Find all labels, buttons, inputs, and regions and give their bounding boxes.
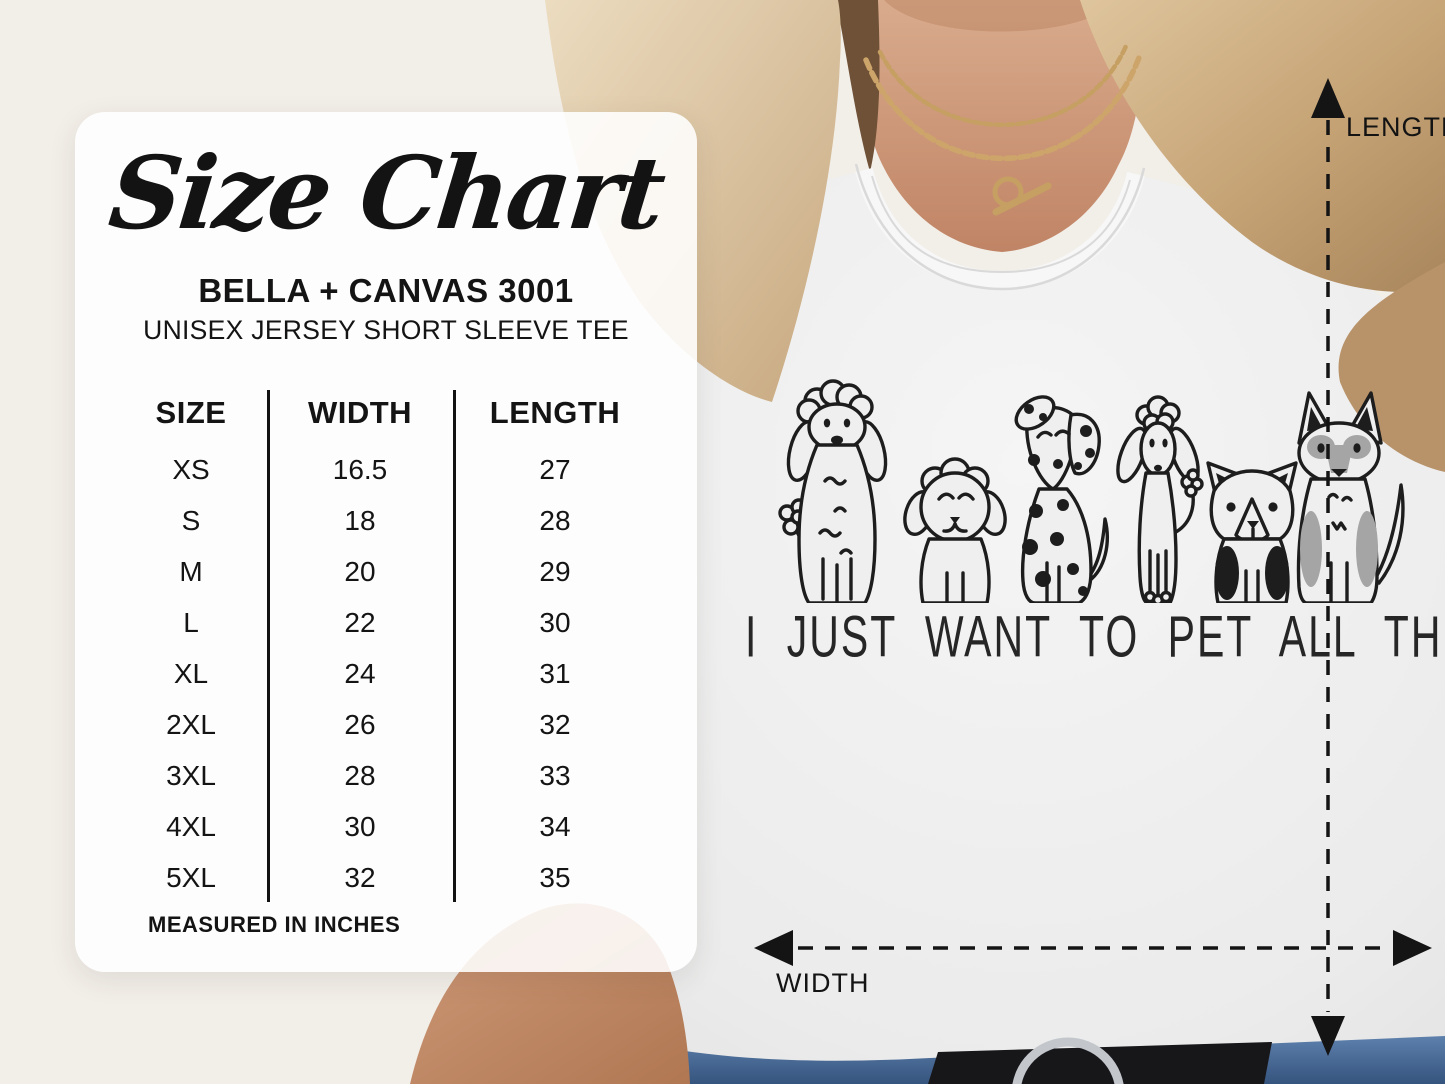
card-brand: BELLA + CANVAS 3001 bbox=[198, 272, 574, 309]
dog-illustration-standard-poodle bbox=[778, 379, 888, 603]
dog-illustration-french-bulldog bbox=[1206, 461, 1298, 603]
length-cell: 30 bbox=[539, 606, 571, 638]
width-cell: 26 bbox=[344, 708, 376, 740]
size-cell: XS bbox=[172, 453, 210, 485]
size-cell: 3XL bbox=[166, 759, 216, 791]
width-cell: 28 bbox=[344, 759, 376, 791]
length-cell: 33 bbox=[539, 759, 571, 791]
width-cell: 22 bbox=[344, 606, 376, 638]
dog-graphic-row bbox=[778, 379, 1405, 603]
collar bbox=[854, 163, 1146, 291]
size-cell: L bbox=[183, 606, 199, 638]
column-header-length: LENGTH bbox=[489, 395, 621, 430]
table-row: 2XL 26 32 bbox=[115, 699, 657, 750]
size-cell: 5XL bbox=[166, 861, 216, 893]
belt-ring bbox=[1012, 1037, 1124, 1084]
column-header-width: WIDTH bbox=[307, 395, 413, 430]
size-table-body: XS 16.5 27 S 18 28 M 20 29 L 22 30 XL 24 31 2XL 26 32 3XL 2… bbox=[115, 444, 657, 903]
necklace bbox=[863, 43, 1143, 216]
length-cell: 29 bbox=[539, 555, 571, 587]
belt bbox=[928, 1042, 1272, 1084]
length-cell: 28 bbox=[539, 504, 571, 536]
card-product-line: UNISEX JERSEY SHORT SLEEVE TEE bbox=[143, 315, 629, 345]
size-table: SIZE WIDTH LENGTH XS 16.5 27 S 18 28 M 20 29 L 22 3… bbox=[115, 382, 657, 903]
table-row: S 18 28 bbox=[115, 495, 657, 546]
table-divider-1 bbox=[267, 390, 270, 902]
card-footnote: MEASURED IN INCHES bbox=[148, 912, 401, 937]
dog-illustration-cattle-dog bbox=[1296, 391, 1405, 603]
hair-shadow-left bbox=[836, 0, 880, 172]
dog-illustration-dalmatian bbox=[1014, 395, 1109, 603]
necklace-pendant-bar bbox=[992, 182, 1052, 216]
size-cell: 4XL bbox=[166, 810, 216, 842]
chin-shadow bbox=[884, 0, 1120, 32]
width-cell: 30 bbox=[344, 810, 376, 842]
size-chart-card: Size Chart BELLA + CANVAS 3001 UNISEX JE… bbox=[75, 112, 697, 972]
length-cell: 35 bbox=[539, 861, 571, 893]
width-cell: 18 bbox=[344, 504, 376, 536]
size-cell: XL bbox=[173, 657, 209, 689]
table-row: XL 24 31 bbox=[115, 648, 657, 699]
table-row: M 20 29 bbox=[115, 546, 657, 597]
length-cell: 32 bbox=[539, 708, 571, 740]
width-cell: 20 bbox=[344, 555, 376, 587]
table-divider-2 bbox=[453, 390, 456, 902]
size-cell: S bbox=[181, 504, 201, 536]
length-cell: 27 bbox=[539, 453, 571, 485]
size-cell: M bbox=[179, 555, 203, 587]
shirt-graphic-text: I JUST WANT TO PET ALL THE DOGS bbox=[745, 604, 1445, 670]
table-row: 3XL 28 33 bbox=[115, 750, 657, 801]
dog-illustration-toy-poodle bbox=[1116, 395, 1204, 603]
width-cell: 16.5 bbox=[332, 453, 388, 485]
column-header-size: SIZE bbox=[155, 395, 227, 430]
length-cell: 34 bbox=[539, 810, 571, 842]
width-cell: 32 bbox=[344, 861, 376, 893]
width-label: WIDTH bbox=[776, 968, 870, 998]
dog-illustration-bichon bbox=[903, 457, 1007, 603]
size-cell: 2XL bbox=[166, 708, 216, 740]
width-cell: 24 bbox=[344, 657, 376, 689]
hair-right bbox=[1080, 0, 1445, 293]
table-row: XS 16.5 27 bbox=[115, 444, 657, 495]
table-row: L 22 30 bbox=[115, 597, 657, 648]
table-header-row: SIZE WIDTH LENGTH bbox=[115, 382, 657, 444]
card-title: Size Chart bbox=[104, 134, 668, 252]
table-row: 5XL 32 35 bbox=[115, 852, 657, 903]
length-cell: 31 bbox=[539, 657, 571, 689]
length-label: LENGTH bbox=[1346, 112, 1445, 142]
table-row: 4XL 30 34 bbox=[115, 801, 657, 852]
